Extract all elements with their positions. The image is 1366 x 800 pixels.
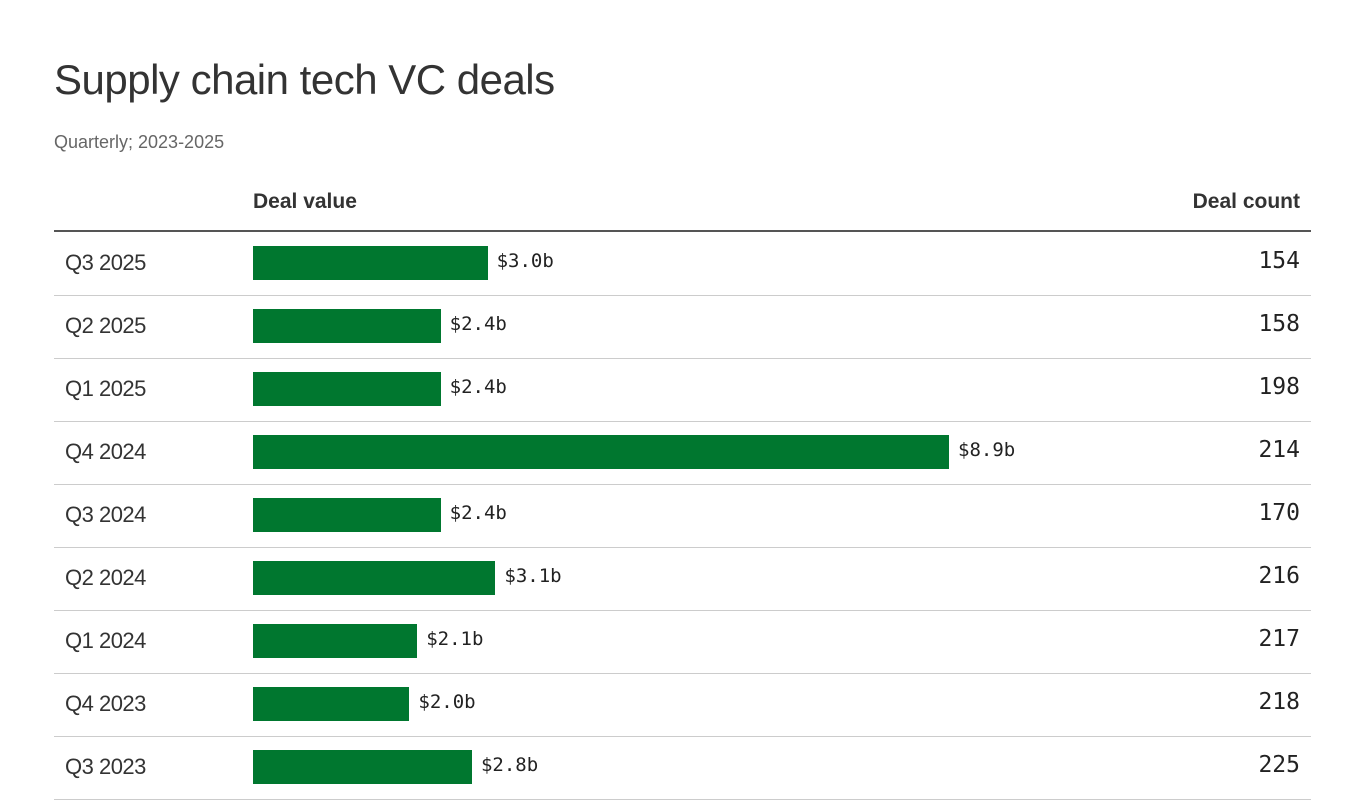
bar (253, 687, 410, 721)
value-label: $2.8b (480, 754, 539, 776)
deal-count: 218 (1258, 689, 1300, 715)
deal-count: 217 (1258, 626, 1300, 652)
value-label: $2.1b (426, 628, 484, 650)
table-row: Q4 2024 $8.9b 214 (54, 421, 1311, 485)
table-row: Q1 2024 $2.1b 217 (54, 610, 1311, 674)
category-label: Q2 2024 (65, 565, 146, 590)
chart-title: Supply chain tech VC deals (54, 56, 555, 103)
deal-count: 170 (1258, 500, 1300, 526)
bar (253, 372, 441, 406)
value-label: $2.0b (418, 691, 476, 713)
bar (253, 624, 418, 658)
category-label: Q1 2025 (65, 376, 146, 401)
chart-rows: Q3 2025 $3.0b 154 Q2 2025 $2.4b 158 Q1 2025 $2.… (54, 232, 1311, 800)
value-label: $2.4b (449, 313, 507, 335)
category-label: Q2 2025 (65, 313, 146, 338)
category-label: Q3 2024 (65, 502, 146, 527)
value-label: $8.9b (958, 439, 1016, 461)
table-row: Q2 2024 $3.1b 216 (54, 547, 1311, 611)
bar (253, 561, 496, 595)
category-label: Q3 2023 (65, 754, 146, 779)
category-label: Q4 2023 (65, 691, 146, 716)
table-row: Q4 2023 $2.0b 218 (54, 673, 1311, 737)
deal-count: 225 (1258, 752, 1300, 778)
deal-count: 158 (1258, 311, 1300, 337)
bar (253, 750, 472, 784)
value-label: $2.4b (449, 502, 507, 524)
bar (253, 435, 949, 469)
column-header-deal-value: Deal value (253, 190, 357, 213)
deal-count: 154 (1258, 248, 1300, 274)
deal-count: 214 (1258, 437, 1300, 463)
header-divider (54, 230, 1311, 232)
bar (253, 246, 488, 280)
category-label: Q3 2025 (65, 250, 146, 275)
column-header-deal-count: Deal count (1192, 190, 1300, 213)
table-row: Q3 2025 $3.0b 154 (54, 232, 1311, 296)
table-row: Q1 2025 $2.4b 198 (54, 358, 1311, 422)
bar (253, 498, 441, 532)
value-label: $2.4b (449, 376, 507, 398)
bar (253, 309, 441, 343)
table-row: Q3 2023 $2.8b 225 (54, 736, 1311, 800)
deal-count: 198 (1258, 374, 1300, 400)
chart-subtitle: Quarterly; 2023-2025 (54, 132, 225, 152)
value-label: $3.0b (496, 250, 554, 272)
category-label: Q1 2024 (65, 628, 146, 653)
table-row: Q3 2024 $2.4b 170 (54, 484, 1311, 548)
table-row: Q2 2025 $2.4b 158 (54, 295, 1311, 359)
value-label: $3.1b (504, 565, 562, 587)
category-label: Q4 2024 (65, 439, 146, 464)
deal-count: 216 (1258, 563, 1300, 589)
